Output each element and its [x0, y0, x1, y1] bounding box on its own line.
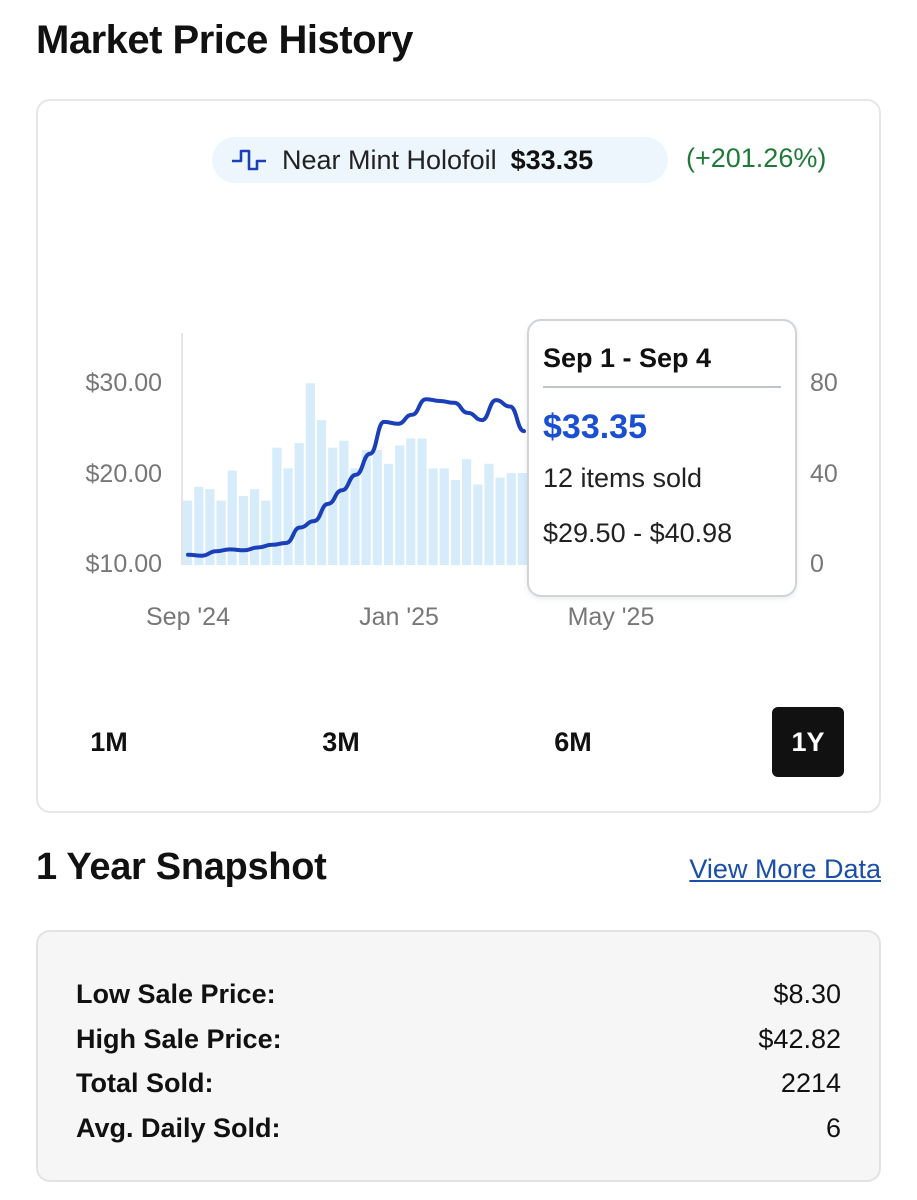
volume-bar: [205, 489, 215, 565]
volume-bar: [305, 383, 315, 565]
legend-label: Near Mint Holofoil: [282, 144, 497, 175]
range-1m-button[interactable]: 1M: [74, 707, 144, 777]
volume-bar: [339, 440, 349, 565]
volume-bar: [328, 447, 338, 565]
stat-row-low-sale: Low Sale Price: $8.30: [76, 972, 841, 1017]
page-title: Market Price History: [36, 18, 413, 62]
stat-value: $42.82: [758, 1023, 841, 1054]
volume-bar: [316, 420, 327, 565]
x-tick: Sep '24: [146, 603, 230, 631]
tooltip-items-sold: 12 items sold: [543, 463, 703, 493]
y-right-tick: 80: [810, 369, 838, 397]
price-line: [186, 397, 526, 558]
volume-bar: [417, 438, 427, 565]
step-line-icon: [232, 149, 266, 171]
snapshot-title: 1 Year Snapshot: [36, 846, 327, 888]
stat-value: 6: [825, 1112, 841, 1143]
volume-bar: [350, 468, 360, 565]
stat-value: 2214: [780, 1068, 841, 1099]
volume-bar: [495, 477, 505, 565]
volume-bar: [484, 463, 494, 565]
volume-bar: [261, 500, 271, 565]
volume-bar: [395, 445, 405, 565]
snapshot-stats-card: Low Sale Price: $8.30 High Sale Price: $…: [36, 930, 881, 1182]
volume-bar: [250, 489, 260, 565]
volume-bar: [183, 500, 193, 565]
range-1y-button[interactable]: 1Y: [772, 707, 844, 777]
volume-bar: [283, 468, 293, 565]
volume-bar: [450, 479, 461, 565]
tooltip-price-range: $29.50 - $40.98: [543, 518, 733, 548]
stat-label: High Sale Price:: [76, 1023, 282, 1054]
volume-bar: [361, 450, 371, 565]
volume-bar: [194, 486, 204, 565]
stat-row-high-sale: High Sale Price: $42.82: [76, 1017, 841, 1062]
y-right-tick: 0: [810, 550, 824, 578]
y-left-tick: $30.00: [86, 369, 162, 397]
y-right-tick: 40: [810, 460, 838, 488]
volume-bar: [372, 450, 382, 565]
volume-bar: [238, 496, 248, 565]
volume-bar: [227, 470, 237, 565]
view-more-data-link[interactable]: View More Data: [689, 854, 881, 884]
tooltip-date-range: Sep 1 - Sep 4: [543, 343, 781, 388]
range-6m-button[interactable]: 6M: [538, 707, 608, 777]
volume-bar: [506, 473, 516, 565]
volume-bar: [383, 463, 394, 565]
chart-tooltip: Sep 1 - Sep 4 $33.35 12 items sold $29.5…: [527, 319, 797, 597]
range-3m-button[interactable]: 3M: [306, 707, 376, 777]
volume-bars: [183, 383, 527, 565]
x-tick: Jan '25: [359, 603, 439, 631]
price-chart-card: $30.00 $20.00 $10.00 80 40 0 Sep '24 Jan…: [36, 99, 881, 813]
price-change: (+201.26%): [686, 143, 827, 173]
tooltip-price: $33.35: [543, 408, 647, 446]
y-left-tick: $20.00: [86, 460, 162, 488]
volume-bar: [216, 500, 226, 565]
stat-value: $8.30: [773, 978, 841, 1009]
stat-label: Total Sold:: [76, 1068, 214, 1099]
volume-bar: [462, 459, 472, 565]
legend-pill[interactable]: Near Mint Holofoil $33.35: [212, 137, 668, 183]
stat-row-avg-daily-sold: Avg. Daily Sold: 6: [76, 1106, 841, 1151]
stat-row-total-sold: Total Sold: 2214: [76, 1061, 841, 1106]
volume-bar: [294, 443, 304, 565]
legend-price: $33.35: [510, 144, 594, 175]
x-tick: May '25: [568, 603, 655, 631]
y-left-tick: $10.00: [86, 550, 162, 578]
stat-label: Low Sale Price:: [76, 978, 276, 1009]
volume-bar: [473, 484, 483, 565]
volume-bar: [272, 447, 282, 565]
stat-label: Avg. Daily Sold:: [76, 1112, 281, 1143]
volume-bar: [439, 468, 449, 565]
volume-bar: [428, 468, 438, 565]
price-chart[interactable]: $30.00 $20.00 $10.00 80 40 0 Sep '24 Jan…: [38, 101, 883, 815]
volume-bar: [406, 438, 416, 565]
volume-bar: [517, 473, 527, 565]
